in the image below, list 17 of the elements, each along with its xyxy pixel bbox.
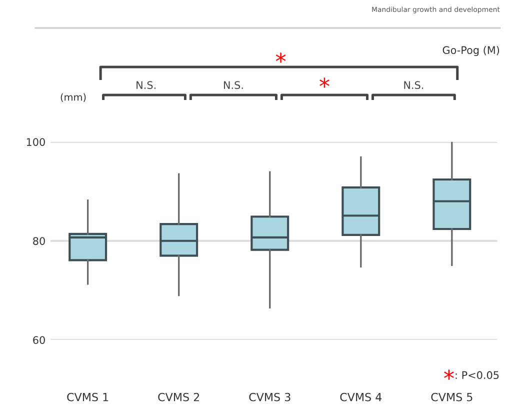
y-tick-label: 60 — [33, 336, 45, 344]
x-tick-label: CVMS 4 — [340, 392, 382, 402]
text: * — [444, 370, 454, 380]
y-tick-label: 100 — [26, 138, 45, 146]
text: * — [276, 52, 286, 63]
text: : P<0.05 — [456, 371, 499, 380]
x-tick-label: CVMS 2 — [158, 392, 200, 402]
y-axis-title: (mm) — [60, 93, 86, 102]
text: N.S. — [224, 81, 243, 90]
chart-title: Go-Pog (M) — [442, 46, 500, 56]
x-tick-label: CVMS 1 — [67, 392, 108, 402]
x-tick-label: CVMS 5 — [431, 392, 472, 402]
y-tick-label: 80 — [33, 237, 45, 245]
text: * — [320, 78, 330, 88]
text: N.S. — [136, 81, 156, 90]
x-tick-label: CVMS 3 — [249, 392, 290, 402]
text: N.S. — [404, 81, 424, 90]
